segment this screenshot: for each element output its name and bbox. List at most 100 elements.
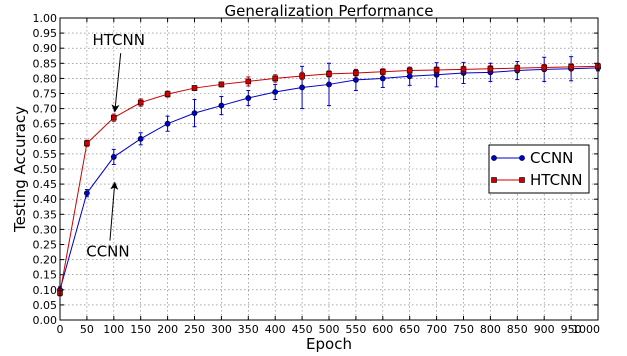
legend-marker [519, 155, 525, 161]
y-tick-label: 0.00 [33, 314, 58, 327]
y-tick-label: 0.25 [33, 239, 58, 252]
annotation-ccnn: CCNN [86, 181, 130, 261]
y-tick-label: 0.80 [33, 72, 58, 85]
x-tick-label: 50 [80, 323, 94, 336]
data-point [460, 66, 467, 73]
y-tick-label: 0.05 [33, 299, 58, 312]
data-point [568, 64, 574, 70]
data-point [191, 85, 198, 91]
data-point [164, 120, 171, 127]
x-tick-label: 400 [265, 323, 286, 336]
annotation-htcnn: HTCNN [92, 31, 145, 113]
x-tick-label: 250 [184, 323, 205, 336]
y-tick-label: 0.70 [33, 103, 58, 116]
data-point [84, 140, 90, 147]
x-tick-label: 350 [238, 323, 259, 336]
plot-area-frame [59, 17, 599, 321]
data-point [218, 102, 225, 109]
y-tick-label: 0.75 [33, 88, 58, 101]
y-tick-label: 0.45 [33, 178, 58, 191]
x-tick-label: 300 [211, 323, 232, 336]
legend-box [488, 144, 590, 194]
x-tick-label: 200 [157, 323, 178, 336]
data-point [326, 71, 332, 77]
y-tick-label: 0.10 [33, 284, 58, 297]
data-point [137, 99, 144, 106]
data-point [514, 65, 521, 71]
annotation-arrow [111, 53, 122, 113]
series-layer [57, 56, 601, 297]
legend-item-ccnn: CCNN [491, 149, 573, 167]
data-point [406, 67, 413, 74]
y-tick-label: 0.50 [33, 163, 58, 176]
data-point [379, 68, 386, 75]
x-tick-label: 850 [507, 323, 528, 336]
legend-marker [491, 177, 497, 183]
x-tick-label: 100 [103, 323, 124, 336]
data-point [272, 75, 279, 82]
data-point [433, 67, 440, 73]
legend-marker [491, 155, 497, 161]
y-tick-label: 0.30 [33, 223, 58, 236]
y-tick-label: 0.90 [33, 42, 58, 55]
x-tick-label: 750 [453, 323, 474, 336]
y-axis-label: Testing Accuracy [11, 106, 29, 233]
x-tick-label: 950 [561, 323, 582, 336]
data-point [379, 75, 386, 82]
data-point [299, 84, 305, 91]
data-point [272, 89, 279, 95]
y-axis-ticks: 0.00 0.05 0.10 0.15 0.20 0.25 0.30 0.35 0.40 0.45… [33, 12, 598, 327]
data-point [111, 114, 117, 121]
annotation-label: HTCNN [92, 31, 144, 49]
x-tick-label: 900 [534, 323, 555, 336]
legend-marker [519, 177, 525, 183]
x-tick-label: 600 [372, 323, 393, 336]
data-point [245, 78, 252, 85]
x-tick-label: 500 [319, 323, 340, 336]
y-tick-label: 0.15 [33, 269, 58, 282]
y-tick-label: 0.35 [33, 208, 58, 221]
data-point [218, 81, 225, 88]
x-tick-label: 700 [426, 323, 447, 336]
x-axis-label: Epoch [306, 335, 352, 353]
legend: CCNN HTCNN [488, 144, 590, 194]
legend-label: CCNN [530, 149, 573, 167]
data-point [137, 135, 144, 142]
annotations: HTCNN CCNN [86, 31, 145, 260]
y-tick-label: 0.95 [33, 27, 58, 40]
legend-label: HTCNN [530, 171, 582, 189]
x-tick-label: 650 [399, 323, 420, 336]
data-point [406, 73, 413, 80]
y-tick-label: 0.85 [33, 57, 58, 70]
legend-item-htcnn: HTCNN [491, 171, 582, 189]
data-point [487, 65, 494, 72]
annotation-label: CCNN [86, 243, 129, 261]
x-tick-label: 150 [130, 323, 151, 336]
x-tick-label: 1000 [572, 323, 600, 336]
data-point [245, 95, 252, 101]
data-point [191, 110, 198, 117]
y-tick-label: 0.55 [33, 148, 58, 161]
data-point [326, 81, 332, 88]
data-point [541, 64, 548, 71]
x-tick-label: 800 [480, 323, 501, 336]
chart-title: Generalization Performance [225, 2, 434, 20]
y-tick-label: 0.40 [33, 193, 58, 206]
y-tick-label: 0.20 [33, 254, 58, 267]
x-tick-label: 550 [345, 323, 366, 336]
y-tick-label: 0.60 [33, 133, 58, 146]
data-point [352, 77, 359, 83]
data-point [299, 73, 305, 79]
data-point [110, 154, 117, 160]
x-tick-label: 0 [57, 323, 64, 336]
annotation-arrow [109, 181, 119, 241]
y-tick-label: 0.65 [33, 118, 58, 131]
x-tick-label: 450 [292, 323, 313, 336]
data-point [84, 190, 90, 197]
y-tick-label: 1.00 [33, 12, 58, 25]
data-point [353, 70, 359, 76]
series-htcnn [57, 62, 601, 297]
data-point [164, 91, 171, 97]
x-axis-ticks: 0 50 100 150 200 250 300 350 400 450 500 550 600 650 7… [57, 18, 600, 336]
